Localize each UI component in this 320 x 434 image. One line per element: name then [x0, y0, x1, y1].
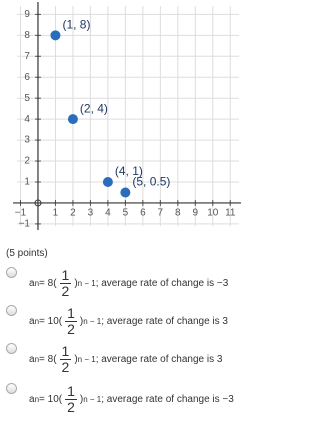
coef: = 10( — [39, 316, 63, 327]
point-label: (5, 0.5) — [132, 175, 170, 189]
close: ) — [74, 278, 78, 289]
close: ) — [74, 354, 78, 365]
exponent: n − 1 — [77, 279, 96, 288]
denominator: 2 — [61, 359, 70, 375]
sub: n — [34, 395, 40, 404]
x-tick-label: 6 — [140, 208, 146, 219]
numerator: 1 — [59, 343, 72, 360]
radio[interactable] — [6, 267, 17, 278]
point — [67, 114, 78, 125]
origin — [34, 199, 42, 207]
point-label: (4, 1) — [115, 164, 143, 178]
x-tick-label: 8 — [175, 208, 181, 219]
rest: ; average rate of change is −3 — [95, 278, 229, 289]
x-tick-label: 2 — [70, 208, 76, 219]
x-tick-label: 3 — [88, 208, 94, 219]
y-tick-label: 3 — [24, 135, 30, 146]
y-tick-label: 9 — [24, 9, 30, 20]
coef: = 8( — [39, 354, 57, 365]
exponent: n − 1 — [77, 355, 96, 364]
rest: ; average rate of change is 3 — [95, 354, 223, 365]
point — [120, 187, 131, 198]
lhs: a — [29, 278, 35, 289]
exponent: n − 1 — [83, 317, 102, 326]
point — [50, 30, 61, 41]
numerator: 1 — [59, 267, 72, 284]
radio[interactable] — [6, 305, 17, 316]
x-tick-label: 7 — [158, 208, 164, 219]
y-tick-label: 7 — [24, 51, 30, 62]
y-tick-label: 2 — [24, 156, 30, 167]
close: ) — [79, 316, 84, 327]
points-label: (5 points) — [6, 248, 48, 259]
close: ) — [79, 394, 84, 405]
lhs: a — [29, 354, 35, 365]
lhs: a — [29, 316, 35, 327]
radio[interactable] — [6, 383, 17, 394]
point-label: (1, 8) — [62, 18, 90, 32]
y-tick-label: 6 — [24, 72, 30, 83]
x-tick-label: 11 — [225, 208, 236, 219]
y-tick-label: 5 — [24, 93, 30, 104]
denominator: 2 — [67, 399, 75, 415]
x-tick-label: −1 — [15, 208, 27, 219]
lhs: a — [29, 394, 35, 405]
denominator: 2 — [67, 321, 75, 337]
denominator: 2 — [61, 283, 70, 299]
coef: = 10( — [39, 394, 63, 405]
numerator: 1 — [65, 383, 77, 400]
y-tick-label: 8 — [24, 30, 30, 41]
y-tick-label: −1 — [19, 219, 31, 230]
rest: ; average rate of change is 3 — [101, 316, 228, 327]
x-tick-label: 4 — [105, 208, 111, 219]
x-tick-label: 1 — [53, 208, 59, 219]
numerator: 1 — [65, 305, 77, 322]
exponent: n − 1 — [83, 395, 102, 404]
sub: n — [34, 279, 40, 288]
sub: n — [34, 317, 40, 326]
x-tick-label: 5 — [123, 208, 129, 219]
radio[interactable] — [6, 343, 17, 354]
x-tick-label: 9 — [193, 208, 199, 219]
y-tick-label: 1 — [24, 177, 30, 188]
x-tick-label: 10 — [207, 208, 219, 219]
y-tick-label: 4 — [24, 114, 30, 125]
sub: n — [34, 355, 40, 364]
coef: = 8( — [39, 278, 57, 289]
point-label: (2, 4) — [80, 101, 108, 115]
point — [102, 177, 113, 187]
rest: ; average rate of change is −3 — [101, 394, 234, 405]
